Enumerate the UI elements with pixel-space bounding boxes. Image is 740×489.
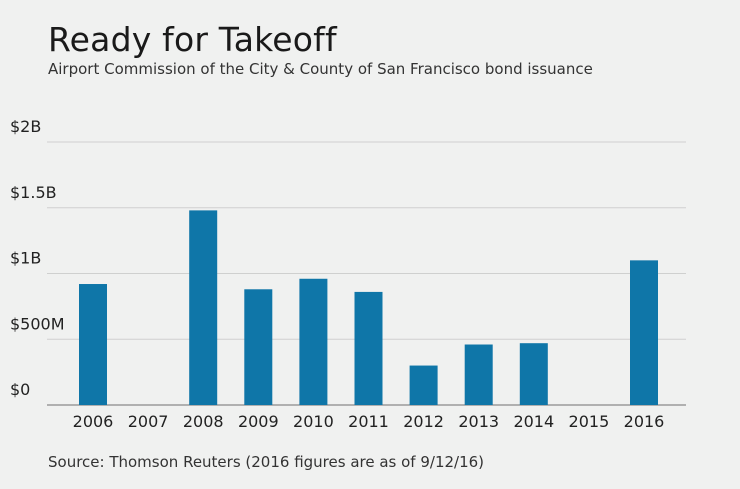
- chart-title: Ready for Takeoff: [48, 20, 337, 59]
- x-tick-label: 2007: [128, 412, 169, 431]
- x-tick-label: 2016: [624, 412, 665, 431]
- bar-2014: [519, 343, 548, 405]
- bar-2010: [299, 278, 328, 405]
- chart-subtitle: Airport Commission of the City & County …: [48, 60, 593, 78]
- x-tick-label: 2006: [73, 412, 114, 431]
- bar-2013: [464, 344, 493, 405]
- y-tick-label: $1.5B: [10, 183, 57, 202]
- bar-2006: [79, 284, 107, 405]
- x-tick-label: 2015: [569, 412, 610, 431]
- y-tick-label: $1B: [10, 249, 41, 268]
- bar-2012: [409, 365, 438, 405]
- bar-2016: [630, 260, 658, 405]
- bar-2009: [244, 289, 273, 405]
- x-tick-label: 2009: [238, 412, 279, 431]
- source-note: Source: Thomson Reuters (2016 figures ar…: [48, 453, 485, 471]
- y-tick-label: $2B: [10, 117, 41, 136]
- x-tick-label: 2013: [458, 412, 499, 431]
- x-tick-label: 2014: [513, 412, 554, 431]
- y-tick-label: $0: [10, 380, 30, 399]
- x-tick-label: 2012: [403, 412, 444, 431]
- x-tick-label: 2010: [293, 412, 334, 431]
- y-tick-label: $500M: [10, 314, 65, 333]
- x-tick-label: 2008: [183, 412, 224, 431]
- bar-2008: [189, 210, 218, 405]
- bar-2011: [354, 291, 383, 405]
- x-tick-label: 2011: [348, 412, 389, 431]
